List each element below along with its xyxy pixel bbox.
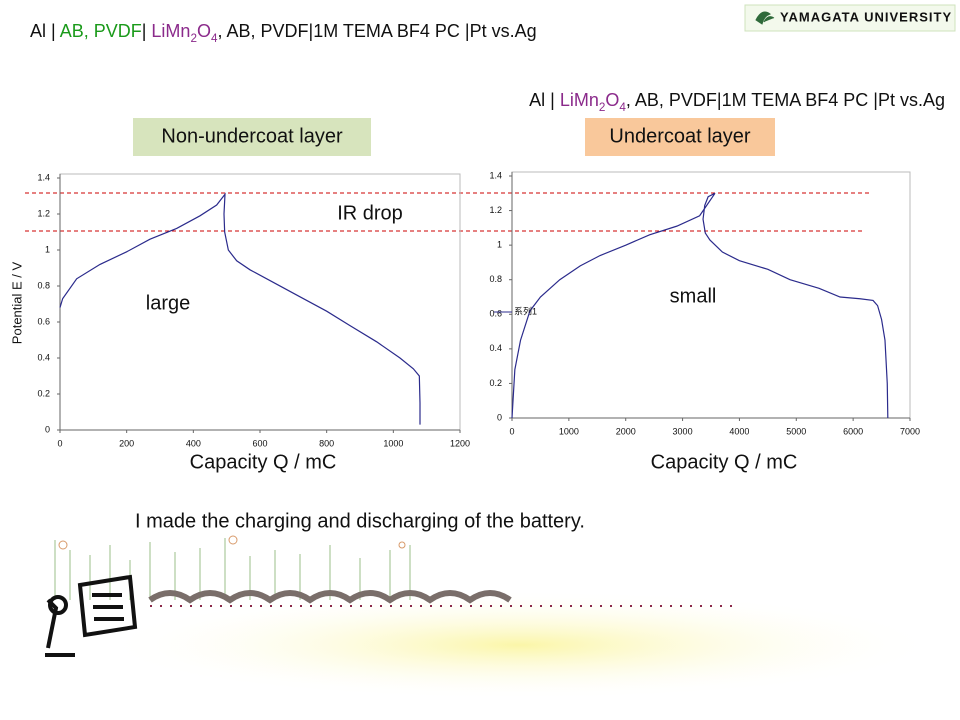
y-tick-label: 0 bbox=[45, 424, 50, 434]
logo bbox=[744, 4, 956, 32]
annotation: small bbox=[670, 285, 717, 307]
title-part: Al | bbox=[30, 21, 60, 41]
x-tick-label: 0 bbox=[509, 426, 514, 436]
x-tick-label: 0 bbox=[57, 438, 62, 448]
x-tick-label: 1000 bbox=[383, 438, 403, 448]
annotation: large bbox=[146, 292, 190, 314]
y-tick-label: 1 bbox=[45, 244, 50, 254]
x-tick-label: 400 bbox=[186, 438, 201, 448]
logo-text: YAMAGATA UNIVERSITY bbox=[780, 9, 952, 24]
title-part: AB, PVDF bbox=[60, 21, 142, 41]
x-tick-label: 200 bbox=[119, 438, 134, 448]
x-axis-title: Capacity Q / mC bbox=[651, 451, 798, 473]
y-tick-label: 1.4 bbox=[37, 172, 50, 182]
title-part: O bbox=[605, 90, 619, 110]
y-tick-label: 1.4 bbox=[489, 170, 502, 180]
title-part: 2 bbox=[190, 32, 197, 45]
title-part: O bbox=[197, 21, 211, 41]
x-tick-label: 7000 bbox=[900, 426, 920, 436]
formula-title: Al | LiMn2O4, AB, PVDF|1M TEMA BF4 PC |P… bbox=[529, 90, 945, 114]
y-tick-label: 0.6 bbox=[489, 309, 502, 319]
x-tick-label: 3000 bbox=[673, 426, 693, 436]
x-tick-label: 800 bbox=[319, 438, 334, 448]
x-tick-label: 600 bbox=[252, 438, 267, 448]
x-axis-title: Capacity Q / mC bbox=[190, 451, 337, 473]
legend-label: 系列1 bbox=[514, 305, 537, 316]
title-part: , AB, PVDF|1M TEMA BF4 PC |Pt vs.Ag bbox=[626, 90, 945, 110]
y-tick-label: 0.4 bbox=[489, 343, 502, 353]
title-part: LiMn bbox=[151, 21, 190, 41]
data-line bbox=[59, 192, 421, 425]
title-part: 4 bbox=[619, 101, 626, 114]
data-line bbox=[511, 192, 889, 419]
title-part: | bbox=[142, 21, 152, 41]
title-part: Al | bbox=[529, 90, 560, 110]
y-tick-label: 0.8 bbox=[37, 280, 50, 290]
x-tick-label: 2000 bbox=[616, 426, 636, 436]
y-tick-label: 0.2 bbox=[489, 378, 502, 388]
decoration bbox=[45, 535, 740, 657]
x-tick-label: 4000 bbox=[729, 426, 749, 436]
y-tick-label: 0.6 bbox=[37, 316, 50, 326]
background-glow bbox=[100, 590, 940, 700]
layer-label: Undercoat layer bbox=[609, 125, 751, 147]
layer-label: Non-undercoat layer bbox=[161, 125, 343, 147]
y-tick-label: 0.8 bbox=[489, 274, 502, 284]
annotation: IR drop bbox=[337, 202, 403, 224]
y-tick-label: 0.4 bbox=[37, 352, 50, 362]
x-tick-label: 1000 bbox=[559, 426, 579, 436]
title-part: LiMn bbox=[560, 90, 599, 110]
x-tick-label: 1200 bbox=[450, 438, 470, 448]
y-tick-label: 0 bbox=[497, 412, 502, 422]
footer-text: I made the charging and discharging of t… bbox=[135, 510, 585, 532]
title-part: , AB, PVDF|1M TEMA BF4 PC |Pt vs.Ag bbox=[217, 21, 536, 41]
y-tick-label: 1.2 bbox=[37, 208, 50, 218]
formula-title: Al | AB, PVDF| LiMn2O4, AB, PVDF|1M TEMA… bbox=[30, 21, 537, 45]
layer-label-box bbox=[133, 118, 371, 156]
y-axis-title: Potential E / V bbox=[9, 261, 24, 344]
title-part: 4 bbox=[211, 32, 218, 45]
y-tick-label: 0.2 bbox=[37, 388, 50, 398]
x-tick-label: 5000 bbox=[786, 426, 806, 436]
y-tick-label: 1 bbox=[497, 240, 502, 250]
x-tick-label: 6000 bbox=[843, 426, 863, 436]
layer-label-box bbox=[585, 118, 775, 156]
y-tick-label: 1.2 bbox=[489, 205, 502, 215]
title-part: 2 bbox=[599, 101, 606, 114]
